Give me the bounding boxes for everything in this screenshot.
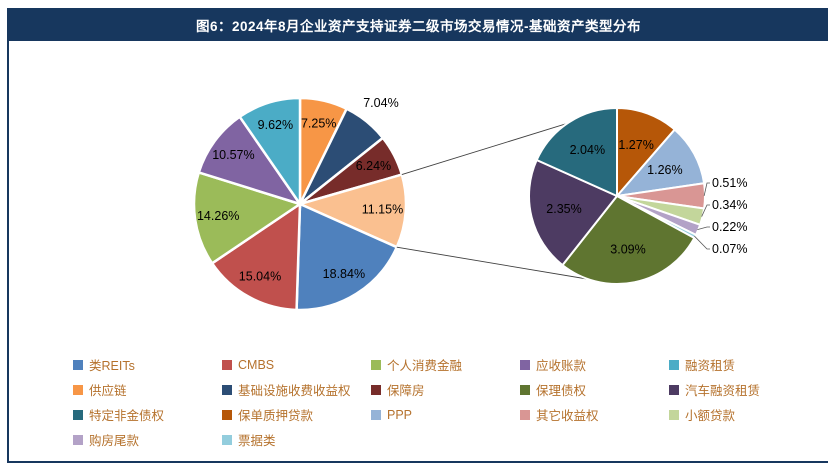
figure-title-bar: 图6：2024年8月企业资产支持证券二级市场交易情况-基础资产类型分布 (9, 8, 828, 41)
legend-swatch (669, 409, 679, 420)
pie-value-label: 2.35% (546, 202, 581, 216)
legend-item: 购房尾款 (73, 429, 222, 450)
pie-value-label: 0.07% (712, 242, 747, 256)
legend-swatch (222, 434, 232, 445)
pie-value-label: 6.24% (356, 159, 391, 173)
pie-value-label: 11.15% (362, 203, 403, 217)
pie-value-label: 3.09% (610, 242, 645, 256)
legend-swatch (371, 359, 381, 370)
legend-label: 其它收益权 (536, 409, 599, 423)
legend-label: PPP (387, 407, 413, 422)
label-leader-line (697, 226, 710, 230)
legend-item: 保障房 (371, 379, 520, 400)
pie-of-pie-chart: 7.25% 7.04% 6.24% 11.15% 18.84% 15.04% 14.26% 1… (192, 96, 747, 312)
chart-legend: 类REITs CMBS 个人消费金融 应收账款 融资租赁 供应链 基础设施收费收益权 保障房保… (9, 354, 828, 450)
legend-label: 保理债权 (536, 384, 587, 398)
legend-swatch (371, 384, 381, 395)
legend-label: 汽车融资租赁 (685, 384, 761, 398)
legend-label: 特定非金债权 (89, 409, 165, 423)
legend-swatch (669, 359, 679, 370)
legend-label: 小额贷款 (685, 409, 736, 423)
legend-label: 个人消费金融 (387, 359, 463, 373)
legend-label: 类REITs (89, 359, 135, 373)
legend-item: 特定非金债权 (73, 404, 222, 425)
legend-item: 基础设施收费收益权 (222, 379, 371, 400)
legend-swatch (520, 384, 530, 395)
pie-connector-line-bottom (396, 246, 618, 285)
main-pie-slice-融资租赁 (238, 96, 302, 209)
legend-label: 融资租赁 (685, 359, 736, 373)
legend-swatch (73, 409, 83, 420)
label-leader-line (694, 235, 710, 250)
legend-item: PPP (371, 404, 520, 425)
legend-label: 购房尾款 (89, 434, 140, 448)
pie-value-label: 7.04% (363, 96, 398, 110)
figure-frame: 图6：2024年8月企业资产支持证券二级市场交易情况-基础资产类型分布 7.25… (7, 8, 828, 463)
pie-value-label: 1.26% (647, 163, 682, 177)
pie-value-label: 14.26% (197, 209, 239, 223)
secondary-pie-slice-保理债权 (561, 194, 696, 285)
pie-value-label: 0.34% (712, 198, 747, 212)
legend-swatch (222, 409, 232, 420)
legend-label: 票据类 (238, 434, 276, 448)
legend-item: 类REITs (73, 354, 222, 375)
legend-swatch (73, 359, 83, 370)
pie-value-label: 0.22% (712, 220, 747, 234)
main-pie-slice-应收账款 (197, 115, 304, 207)
legend-swatch (73, 384, 83, 395)
figure-title: 图6：2024年8月企业资产支持证券二级市场交易情况-基础资产类型分布 (195, 18, 642, 34)
legend-item: 汽车融资租赁 (669, 379, 818, 400)
legend-swatch (222, 359, 232, 370)
legend-label: 供应链 (89, 384, 127, 398)
legend-swatch (520, 359, 530, 370)
legend-item: 票据类 (222, 429, 371, 450)
legend-item: CMBS (222, 354, 371, 375)
legend-item: 应收账款 (520, 354, 669, 375)
pie-value-label: 15.04% (239, 269, 281, 283)
pie-value-label: 18.84% (323, 267, 365, 281)
pie-value-label: 1.27% (618, 138, 653, 152)
pie-value-label: 2.04% (570, 143, 605, 157)
legend-item: 个人消费金融 (371, 354, 520, 375)
main-pie-slice-个人消费金融 (192, 170, 303, 266)
legend-swatch (669, 384, 679, 395)
main-pie-slice-other (296, 173, 408, 249)
pie-value-label: 7.25% (301, 116, 336, 130)
secondary-pie-slice-特定非金债权 (535, 106, 618, 198)
legend-label: CMBS (238, 357, 275, 372)
legend-item: 小额贷款 (669, 404, 818, 425)
legend-item: 保理债权 (520, 379, 669, 400)
legend-label: 保单质押贷款 (238, 409, 314, 423)
pie-value-label: 0.51% (712, 176, 747, 190)
legend-label: 保障房 (387, 384, 425, 398)
legend-swatch (222, 384, 232, 395)
legend-item: 融资租赁 (669, 354, 818, 375)
pie-value-label: 9.62% (258, 118, 293, 132)
legend-swatch (520, 409, 530, 420)
legend-item: 其它收益权 (520, 404, 669, 425)
legend-item: 供应链 (73, 379, 222, 400)
main-pie-slice-类REITs (295, 202, 399, 312)
legend-label: 基础设施收费收益权 (238, 384, 351, 398)
label-leader-line (703, 182, 710, 196)
main-pie-slice-CMBS (210, 201, 302, 312)
secondary-pie-slice-保单质押贷款 (616, 106, 677, 199)
pie-value-label: 10.57% (212, 148, 254, 162)
legend-swatch (73, 434, 83, 445)
label-leader-line (701, 204, 710, 217)
legend-swatch (371, 409, 381, 420)
legend-item: 保单质押贷款 (222, 404, 371, 425)
legend-label: 应收账款 (536, 359, 587, 373)
